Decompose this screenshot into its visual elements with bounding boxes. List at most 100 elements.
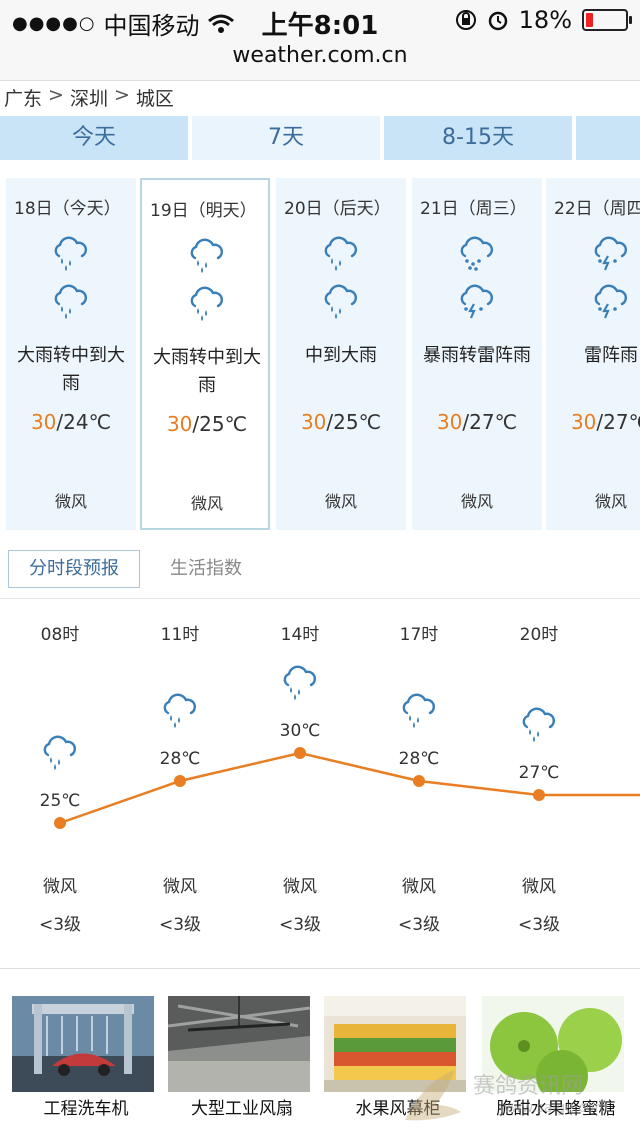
hourly-wind: 微风 bbox=[522, 877, 556, 897]
ad-item-car-wash[interactable]: 工程洗车机 bbox=[8, 990, 156, 1120]
rain-cloud-icon bbox=[324, 236, 358, 271]
day-temp-high: 30 bbox=[436, 410, 463, 434]
hourly-temp: 27℃ bbox=[518, 763, 560, 783]
day-weather-desc: 雷阵雨 bbox=[584, 345, 638, 366]
weather-icon bbox=[457, 234, 497, 278]
day-temp-low: /24℃ bbox=[56, 410, 112, 434]
day-temp-low: /27℃ bbox=[462, 410, 518, 434]
day-weather-desc: 中到大雨 bbox=[305, 345, 377, 366]
temperature-point bbox=[174, 775, 186, 787]
hourly-temp: 28℃ bbox=[398, 749, 440, 769]
ad-item-fruit-cabinet[interactable]: 水果风幕柜 bbox=[320, 990, 468, 1120]
ad-caption: 工程洗车机 bbox=[43, 1099, 129, 1119]
day-wind: 微风 bbox=[594, 492, 627, 511]
tab-8-15-days[interactable]: 8-15天 bbox=[384, 116, 572, 160]
tab-more[interactable] bbox=[576, 116, 640, 160]
hourly-wind-level: <3级 bbox=[158, 915, 202, 935]
temperature-line-chart bbox=[54, 747, 640, 829]
temperature-point bbox=[533, 789, 545, 801]
breadcrumb-item-district[interactable]: 城区 bbox=[135, 88, 174, 110]
weather-icon bbox=[260, 663, 340, 708]
carrier-name: 中国移动 bbox=[103, 12, 200, 40]
status-time: 上午8:01 bbox=[261, 11, 379, 41]
divider bbox=[0, 968, 640, 969]
breadcrumb-item-city[interactable]: 深圳 bbox=[69, 88, 108, 110]
rain-cloud-icon bbox=[54, 284, 88, 319]
rotation-lock-icon bbox=[455, 10, 476, 30]
battery-percent: 18% bbox=[518, 6, 572, 34]
tab-7-days[interactable]: 7天 bbox=[192, 116, 380, 160]
hourly-wind-level: <3级 bbox=[397, 915, 441, 935]
breadcrumb-separator: > bbox=[113, 84, 130, 106]
rain-cloud-icon bbox=[522, 707, 556, 742]
breadcrumb-item-province[interactable]: 广东 bbox=[4, 88, 43, 110]
day-card[interactable]: 20日（后天） 中到大雨 30/25℃ 微风 bbox=[276, 178, 406, 530]
day-card[interactable]: 18日（今天） 大雨转中到大雨 30/24℃ 微风 bbox=[6, 178, 136, 530]
weather-icon bbox=[591, 234, 631, 278]
day-temp-range: 30/25℃ bbox=[142, 412, 272, 436]
weather-icon bbox=[499, 705, 579, 750]
daily-forecast-list: 18日（今天） 大雨转中到大雨 30/24℃ 微风 19日（明天） 大雨转中到大雨 30/2… bbox=[0, 178, 640, 534]
rain-cloud-icon bbox=[163, 693, 197, 728]
thunder-cloud-icon bbox=[594, 236, 628, 271]
hourly-temp: 28℃ bbox=[159, 749, 201, 769]
ad-caption: 大型工业风扇 bbox=[191, 1099, 293, 1119]
weather-icon bbox=[51, 234, 91, 278]
day-card[interactable]: 21日（周三） 暴雨转雷阵雨 30/27℃ 微风 bbox=[412, 178, 542, 530]
heavy-rain-cloud-icon bbox=[460, 236, 494, 271]
watermark-url: www.saige.com bbox=[499, 1100, 609, 1116]
signal-strength-icon: ●●●●○ bbox=[12, 13, 96, 34]
day-wind: 微风 bbox=[54, 492, 87, 511]
rain-cloud-icon bbox=[283, 665, 317, 700]
hourly-forecast: 08时 25℃ 微风 <3级 11时 28℃ 微风 <3级 14时 30℃ 微风 <3级 17时 28℃ 微… bbox=[0, 600, 640, 968]
hourly-time: 08时 bbox=[40, 625, 80, 645]
day-temp-range: 30/25℃ bbox=[276, 410, 406, 434]
ad-image bbox=[12, 996, 154, 1092]
day-date: 21日（周三） bbox=[420, 199, 527, 219]
weather-icon bbox=[379, 691, 459, 736]
ad-image bbox=[168, 996, 310, 1092]
day-weather-desc: 暴雨转雷阵雨 bbox=[423, 345, 531, 366]
status-bar: ●●●●○ 中国移动 上午8:01 18% bbox=[0, 0, 640, 41]
ad-item-industrial-fan[interactable]: 大型工业风扇 bbox=[164, 990, 312, 1120]
address-bar[interactable]: weather.com.cn bbox=[0, 40, 640, 81]
ad-strip: 工程洗车机 大型工业风扇 水果 bbox=[0, 990, 640, 1136]
day-wind: 微风 bbox=[190, 494, 223, 513]
day-temp-low: /25℃ bbox=[326, 410, 382, 434]
breadcrumb-separator: > bbox=[48, 84, 64, 106]
weather-icon bbox=[20, 733, 100, 778]
day-weather-desc: 大雨转中到大雨 bbox=[17, 345, 125, 394]
rain-cloud-icon bbox=[190, 238, 224, 273]
day-weather-desc: 大雨转中到大雨 bbox=[153, 347, 261, 396]
hourly-wind-level: <3级 bbox=[278, 915, 322, 935]
thunder-cloud-icon bbox=[594, 284, 628, 319]
weather-icon bbox=[457, 282, 497, 326]
temperature-point bbox=[54, 817, 66, 829]
hourly-time: 20时 bbox=[519, 625, 559, 645]
ad-caption: 水果风幕柜 bbox=[355, 1099, 441, 1119]
rain-cloud-icon bbox=[190, 286, 224, 321]
wifi-icon bbox=[207, 14, 234, 33]
temperature-line bbox=[59, 751, 640, 825]
subtab-hourly-forecast[interactable]: 分时段预报 bbox=[8, 550, 140, 588]
subtab-life-index[interactable]: 生活指数 bbox=[170, 558, 242, 579]
alarm-icon bbox=[488, 11, 507, 31]
weather-icon bbox=[321, 282, 361, 326]
day-wind: 微风 bbox=[324, 492, 357, 511]
day-date: 18日（今天） bbox=[14, 199, 121, 219]
forecast-tabs: 今天 7天 8-15天 bbox=[0, 116, 640, 162]
tab-today[interactable]: 今天 bbox=[0, 116, 188, 160]
day-temp-high: 30 bbox=[30, 410, 57, 434]
day-card[interactable]: 19日（明天） 大雨转中到大雨 30/25℃ 微风 bbox=[140, 178, 270, 530]
ad-image bbox=[324, 996, 466, 1092]
divider bbox=[0, 598, 640, 599]
day-card[interactable]: 22日（周四 雷阵雨 30/27℃ 微风 bbox=[546, 178, 640, 530]
ad-item-fruit-honey[interactable]: 脆甜水果蜂蜜糖 bbox=[478, 990, 626, 1120]
day-temp-high: 30 bbox=[166, 412, 193, 436]
hourly-time: 17时 bbox=[399, 625, 439, 645]
weather-icon bbox=[321, 234, 361, 278]
hourly-time: 11时 bbox=[160, 625, 200, 645]
hourly-wind-level: <3级 bbox=[38, 915, 82, 935]
battery-icon bbox=[582, 9, 632, 31]
breadcrumb: 广东 > 深圳 > 城区 bbox=[4, 84, 174, 111]
